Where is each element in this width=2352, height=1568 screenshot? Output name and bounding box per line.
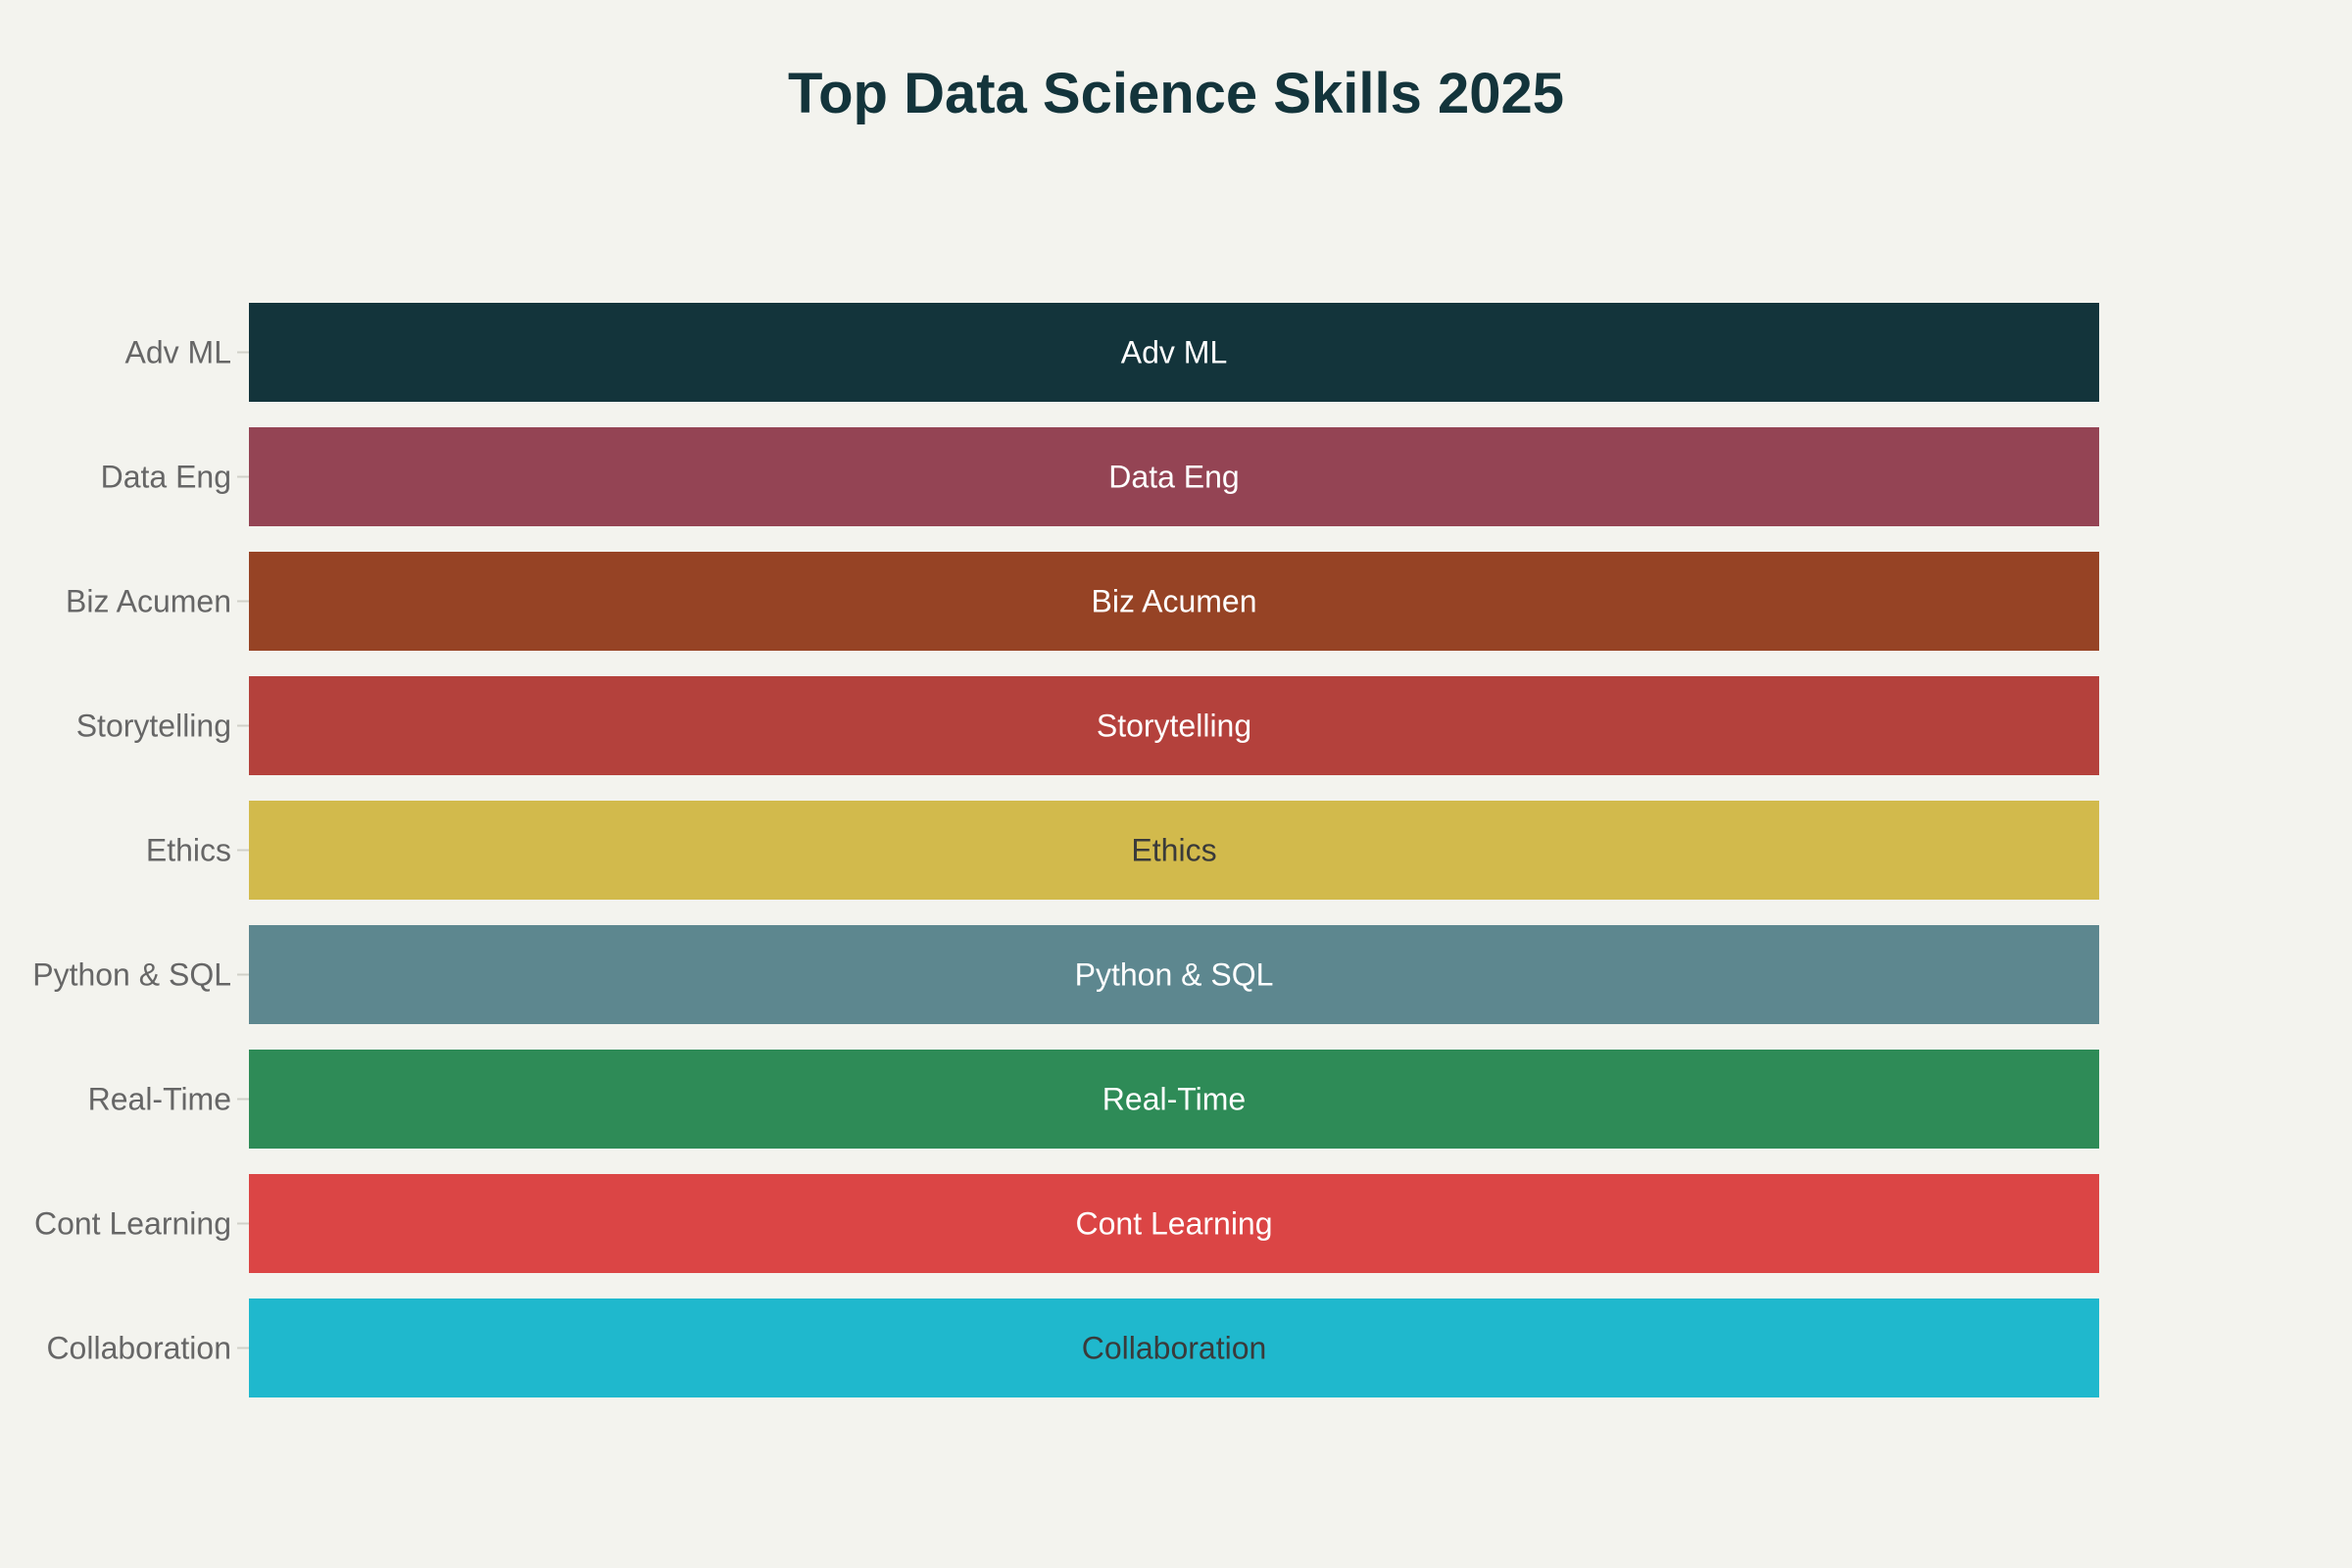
category-labels-layer: Adv ML Data Eng Biz Acumen Storytelling Ethi… bbox=[32, 335, 249, 1366]
bar bbox=[249, 303, 2099, 402]
bar bbox=[249, 427, 2099, 526]
bar bbox=[249, 801, 2099, 900]
bar-data-label: Collaboration bbox=[1082, 1331, 1267, 1366]
y-tick-label: Python & SQL bbox=[32, 957, 231, 993]
y-tick-label: Cont Learning bbox=[34, 1206, 231, 1242]
bar-data-label: Storytelling bbox=[1097, 709, 1251, 744]
chart-title: Top Data Science Skills 2025 bbox=[788, 62, 1564, 125]
bar-data-label: Cont Learning bbox=[1075, 1206, 1272, 1242]
y-tick-label: Data Eng bbox=[101, 460, 231, 495]
y-tick-label: Ethics bbox=[146, 833, 231, 868]
bar bbox=[249, 1050, 2099, 1149]
y-tick-label: Storytelling bbox=[76, 709, 231, 744]
bar bbox=[249, 1298, 2099, 1397]
y-tick-label: Real-Time bbox=[88, 1082, 231, 1117]
y-tick-label: Biz Acumen bbox=[66, 584, 231, 619]
bars-layer: Adv ML Data Eng Biz Acumen Storytelling Ethi… bbox=[249, 303, 2099, 1397]
bar-data-label: Biz Acumen bbox=[1092, 584, 1257, 619]
y-tick-label: Adv ML bbox=[125, 335, 231, 370]
bar-data-label: Adv ML bbox=[1121, 335, 1227, 370]
bar bbox=[249, 552, 2099, 651]
bar bbox=[249, 1174, 2099, 1273]
y-tick-label: Collaboration bbox=[46, 1331, 231, 1366]
bar-data-label: Real-Time bbox=[1102, 1082, 1246, 1117]
bar bbox=[249, 676, 2099, 775]
bar-data-label: Data Eng bbox=[1108, 460, 1239, 495]
bar-data-label: Python & SQL bbox=[1075, 957, 1274, 993]
bar bbox=[249, 925, 2099, 1024]
bar-data-label: Ethics bbox=[1131, 833, 1216, 868]
